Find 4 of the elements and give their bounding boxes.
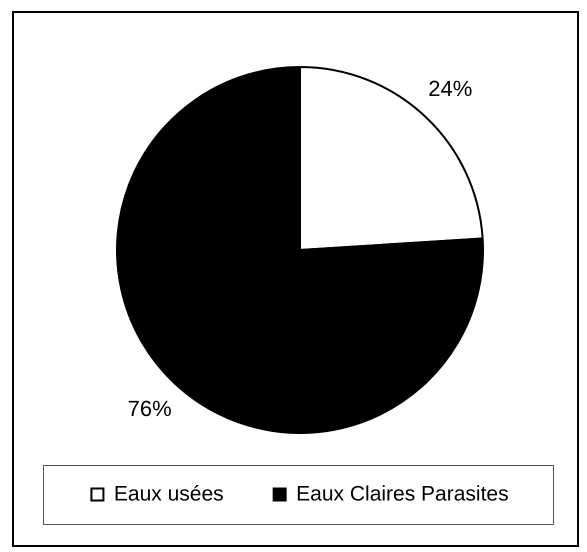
legend-label: Eaux Claires Parasites [296, 482, 509, 506]
legend-label: Eaux usées [114, 482, 224, 506]
data-label: 24% [428, 76, 472, 101]
data-label: 76% [128, 396, 172, 422]
